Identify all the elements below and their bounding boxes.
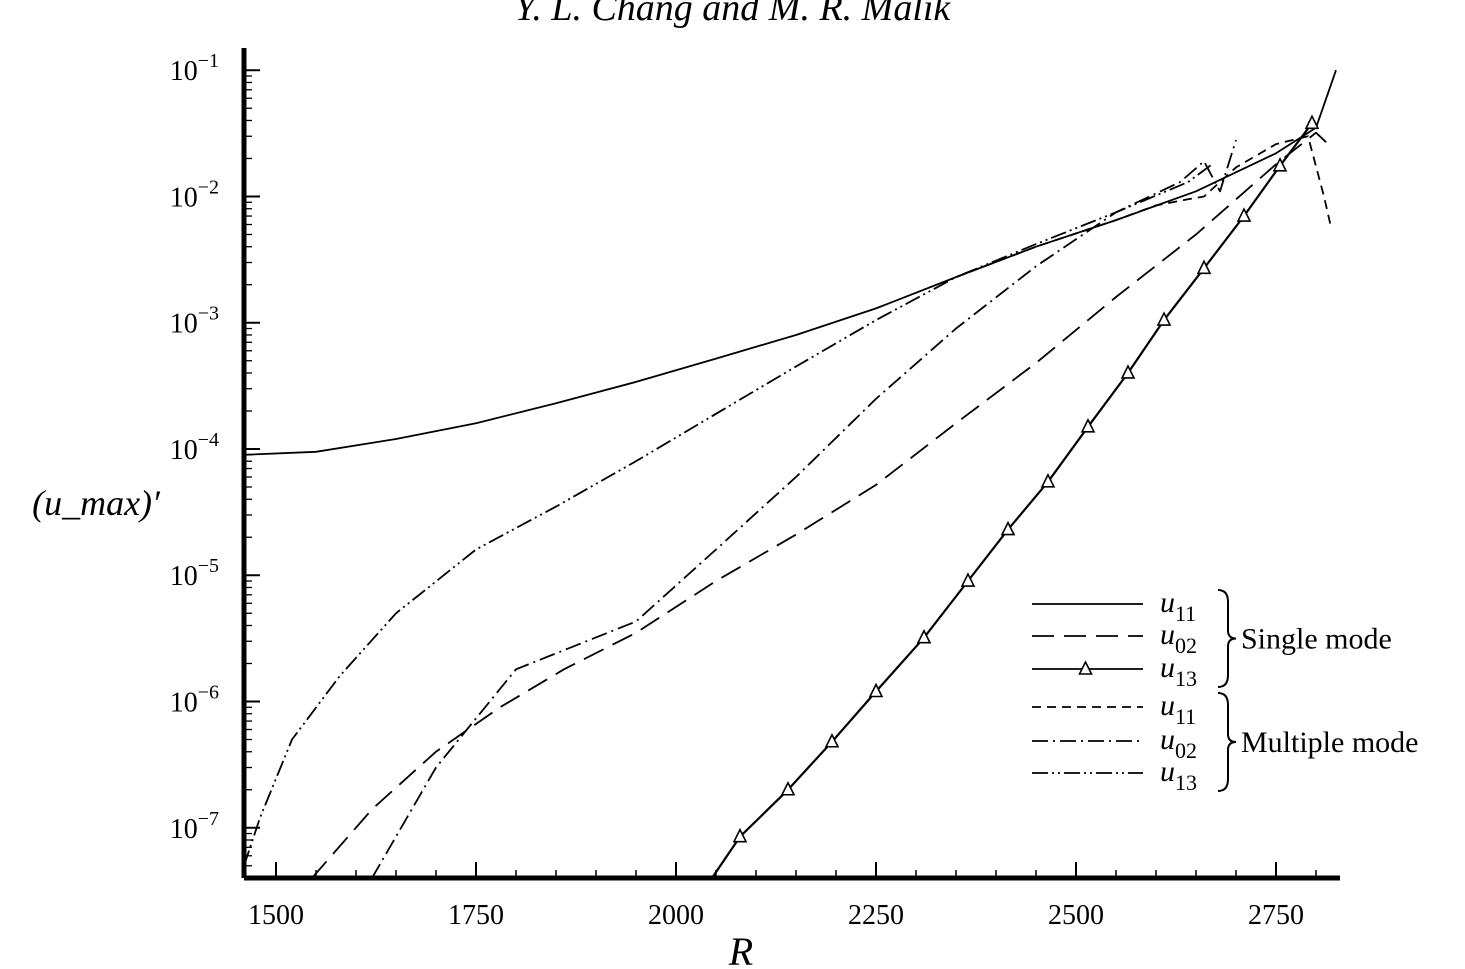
y-tick-base: 10	[170, 56, 198, 87]
y-axis-title: (u_max)′	[32, 483, 161, 523]
triangle-marker	[1304, 114, 1320, 130]
y-tick-base: 10	[170, 182, 198, 213]
y-tick-exponent: −1	[198, 50, 219, 72]
y-tick-exponent: −3	[198, 303, 219, 325]
y-tick-exponent: −5	[198, 555, 219, 577]
legend-label-subscript: 02	[1175, 633, 1197, 658]
legend-label-subscript: 13	[1175, 666, 1197, 691]
triangle-marker	[1000, 520, 1016, 536]
y-tick-label: 10−6	[170, 682, 219, 719]
y-tick-base: 10	[170, 309, 198, 340]
y-tick-label: 10−2	[170, 176, 219, 213]
legend-label-subscript: 11	[1175, 704, 1196, 729]
series-line-u02-multiple-mode	[371, 139, 1237, 878]
triangle-marker	[1272, 157, 1288, 172]
y-tick-exponent: −4	[198, 429, 219, 451]
legend-group-label: Multiple mode	[1241, 726, 1418, 759]
y-tick-exponent: −6	[198, 682, 219, 704]
triangle-marker	[824, 732, 840, 748]
series-line-u11-single-mode	[244, 69, 1337, 456]
legend-label-u02: u02	[1160, 723, 1197, 763]
x-tick-label: 2750	[1248, 900, 1304, 931]
y-tick-label: 10−5	[170, 555, 219, 592]
triangle-marker	[960, 572, 976, 587]
y-tick-base: 10	[170, 814, 198, 845]
x-tick-label: 2500	[1048, 900, 1104, 931]
legend-label-u11: u11	[1160, 689, 1196, 729]
chart-axes: 1500 1750 2000 2250 2500 275010−110−210−310−4…	[32, 48, 1340, 969]
y-tick-exponent: −2	[198, 176, 219, 198]
legend-label-u11: u11	[1160, 586, 1196, 626]
legend-label-base: u	[1160, 755, 1175, 788]
legend-label-u13: u13	[1160, 651, 1197, 691]
x-axis-title: R	[728, 929, 753, 969]
y-tick-label: 10−7	[170, 808, 219, 845]
triangle-marker	[1120, 364, 1136, 379]
legend-label-base: u	[1160, 618, 1175, 651]
triangle-marker	[1236, 207, 1252, 222]
y-tick-base: 10	[170, 561, 198, 592]
legend-brace	[1217, 589, 1237, 688]
legend-label-subscript: 13	[1175, 770, 1197, 795]
series-line-u13-multiple-mode	[244, 163, 1213, 867]
triangle-marker	[1040, 472, 1056, 488]
page-header-text: Y. L. Chang and M. R. Malik	[514, 0, 951, 29]
y-tick-label: 10−4	[170, 429, 219, 466]
triangle-marker	[916, 628, 932, 644]
legend-label-base: u	[1160, 651, 1175, 684]
plot-marks	[244, 69, 1337, 878]
legend-label-base: u	[1160, 689, 1175, 722]
y-tick-label: 10−3	[170, 303, 219, 340]
x-tick-label: 2250	[848, 900, 904, 931]
triangle-marker	[1196, 259, 1212, 275]
triangle-marker	[1080, 417, 1096, 433]
legend-brace	[1217, 692, 1237, 792]
series-line-u02-single-mode	[311, 131, 1332, 878]
legend-triangle-marker	[1078, 660, 1093, 675]
legend-label-subscript: 11	[1175, 601, 1196, 626]
legend-label-base: u	[1160, 723, 1175, 756]
legend-label-u02: u02	[1160, 618, 1197, 658]
legend-label-base: u	[1160, 586, 1175, 619]
x-tick-label: 1500	[248, 900, 304, 931]
series-line-u11-multiple-mode	[955, 135, 1332, 278]
triangle-marker	[732, 827, 748, 843]
series-line-u13-single-mode	[711, 122, 1313, 878]
x-tick-label: 2000	[648, 900, 704, 931]
x-tick-label: 1750	[448, 900, 504, 931]
y-tick-base: 10	[170, 688, 198, 719]
y-tick-base: 10	[170, 435, 198, 466]
legend-label-subscript: 02	[1175, 738, 1197, 763]
y-tick-exponent: −7	[198, 808, 219, 830]
triangle-marker	[780, 780, 796, 796]
legend-group-label: Single mode	[1241, 623, 1392, 656]
triangle-marker	[1156, 311, 1172, 326]
y-tick-label: 10−1	[170, 50, 219, 87]
legend-label-u13: u13	[1160, 755, 1197, 795]
triangle-marker	[868, 682, 884, 698]
